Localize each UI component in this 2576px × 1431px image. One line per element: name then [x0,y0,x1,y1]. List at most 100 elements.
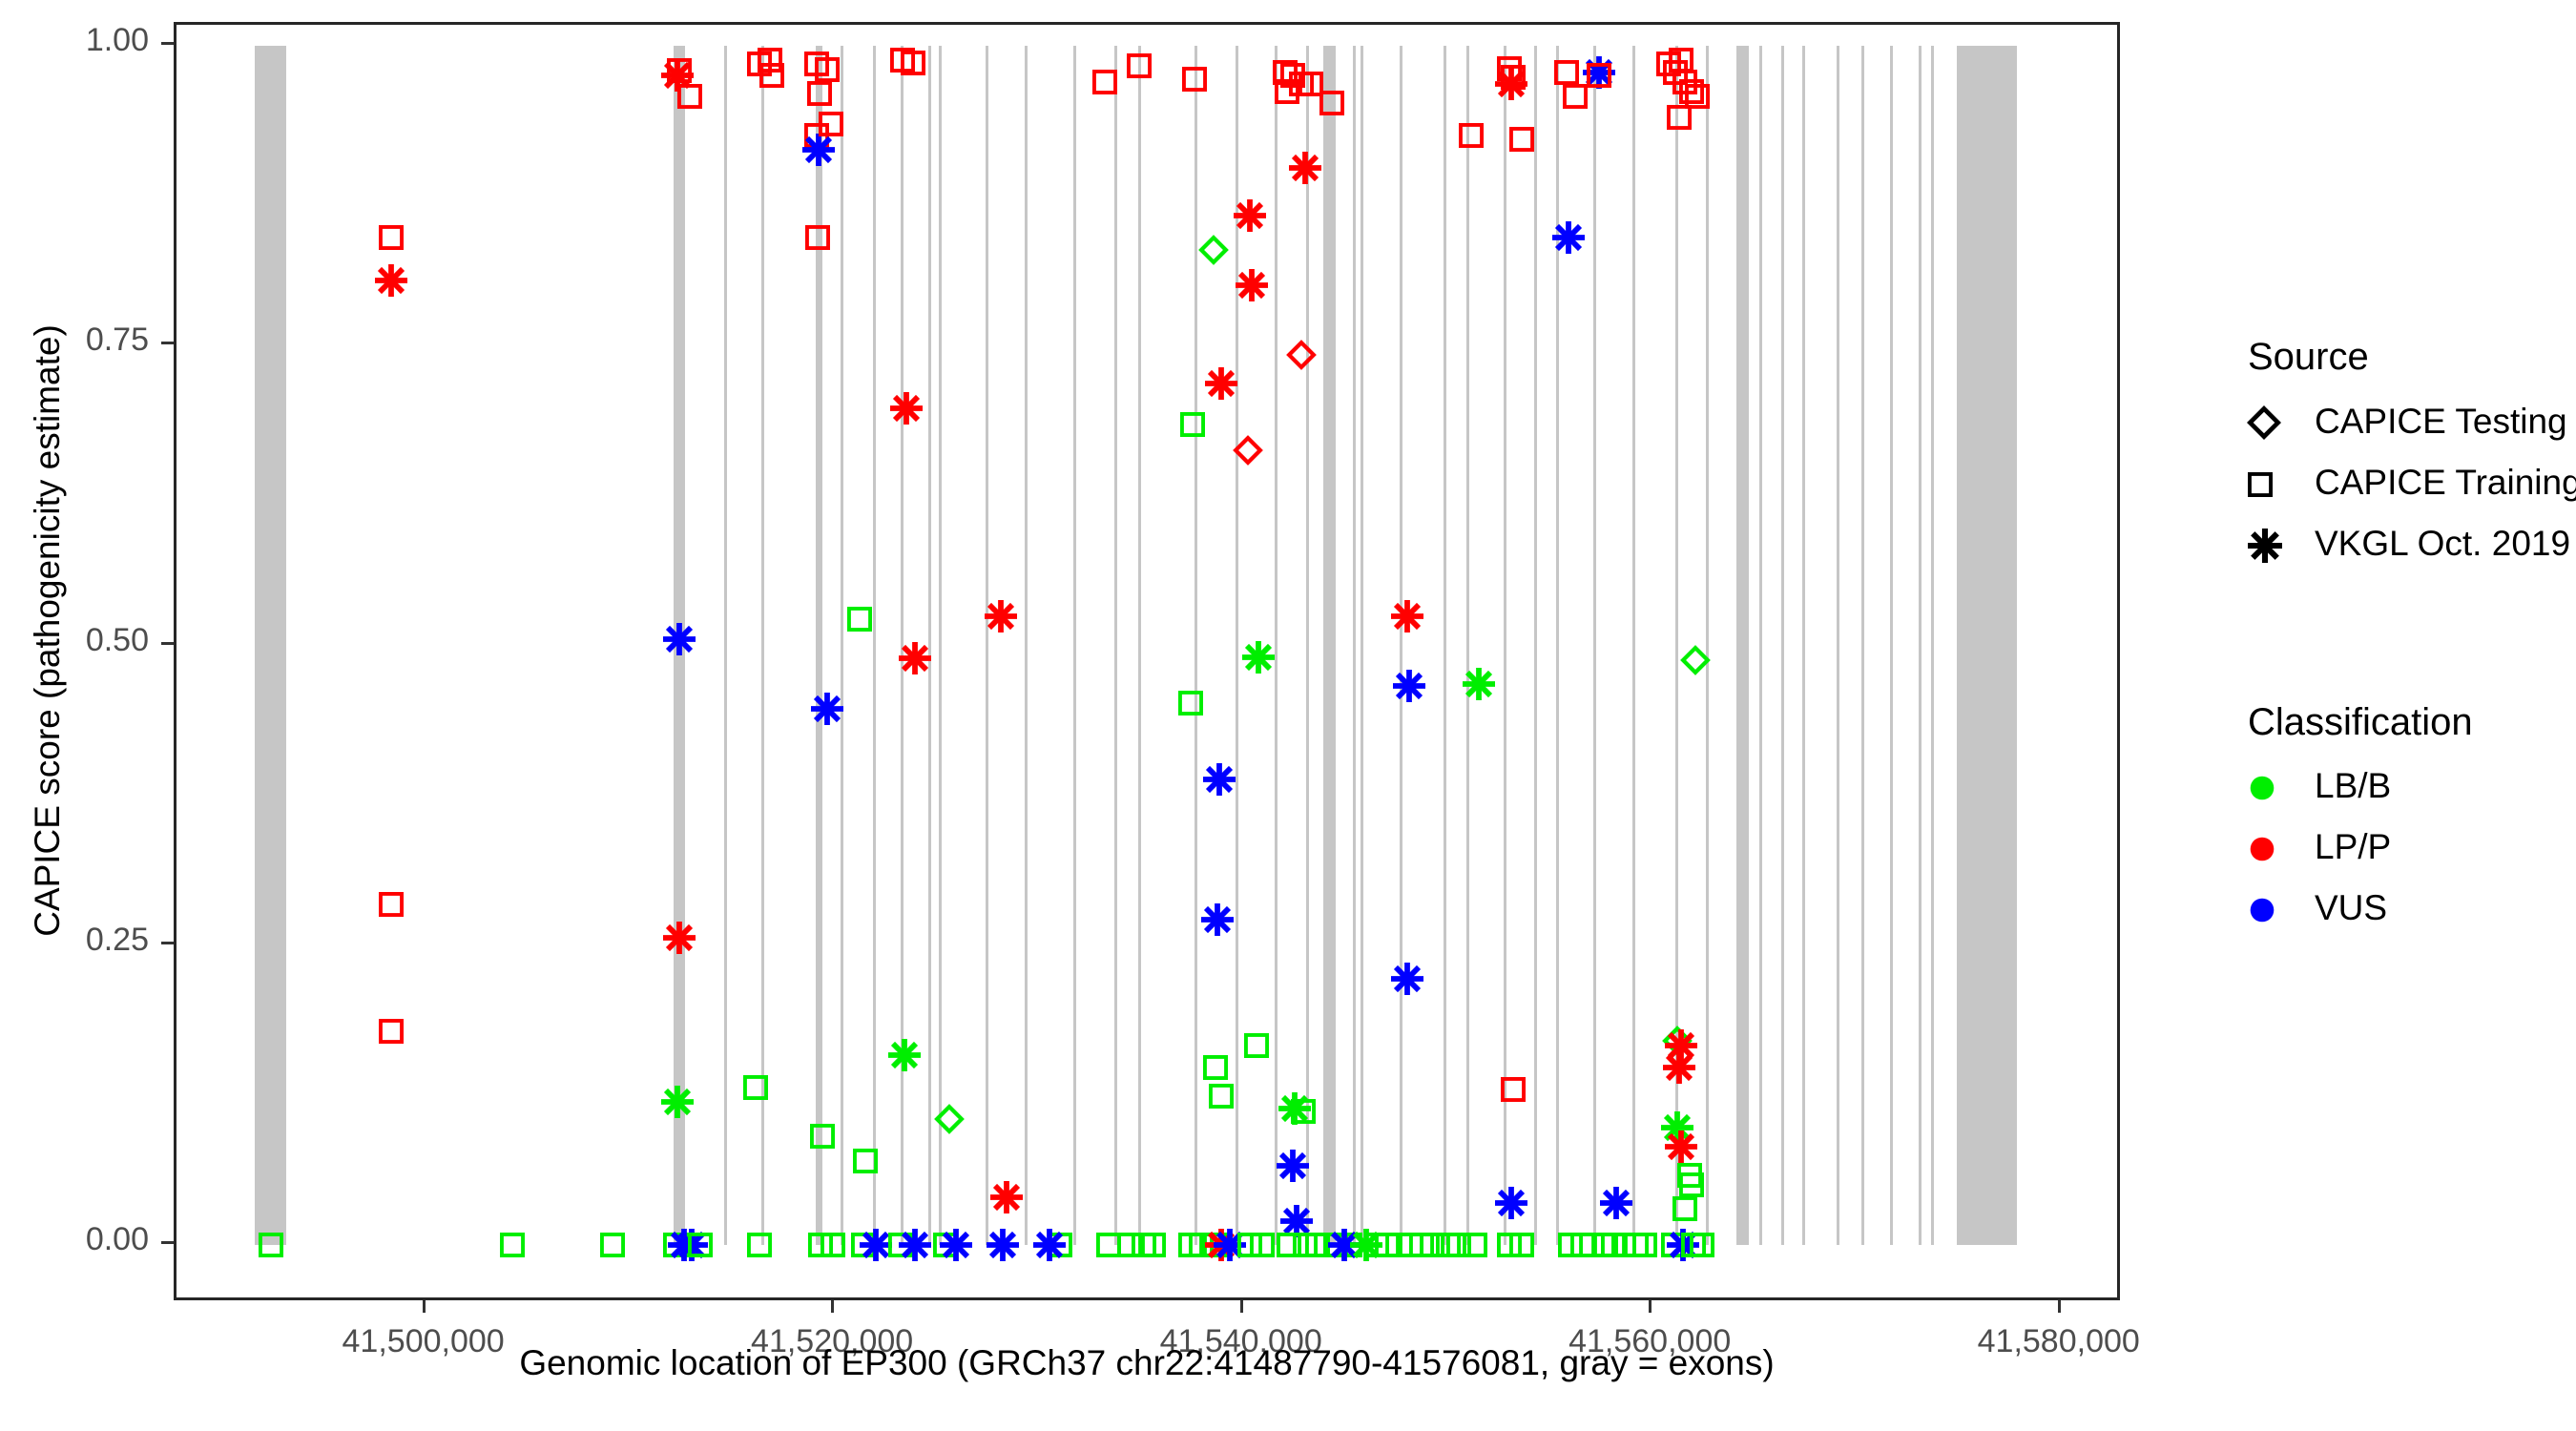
exon-band [1837,46,1840,1245]
data-point-square [1177,690,1203,716]
data-point-asterisk [1205,367,1238,401]
data-point-asterisk [1495,68,1528,101]
data-point-square [1672,1196,1698,1222]
data-point-asterisk [1236,269,1269,302]
legend-asterisk-icon [2248,521,2297,578]
exon-band [1072,46,1076,1245]
legend: Source CAPICE Testing CAPICE Training VKGL… [2212,0,2576,1431]
data-point-square [1458,123,1484,149]
exon-band [1889,46,1893,1245]
data-point-asterisk [375,264,408,298]
data-point-square [687,1233,713,1258]
data-point-asterisk [1463,667,1496,700]
data-point-square [818,111,843,136]
data-point-diamond [1233,434,1263,466]
exon-band [1466,46,1470,1245]
exon-band [1860,46,1864,1245]
legend-title-source: Source [2248,336,2369,378]
legend-item-label: CAPICE Testing [2315,402,2567,441]
exon-band [1781,46,1785,1245]
data-point-asterisk [1391,962,1424,995]
data-point-square [1570,1233,1596,1258]
data-point-square [757,48,782,73]
x-axis-tick-mark [422,1300,426,1313]
data-point-square [1127,53,1153,79]
x-axis-tick-mark [1239,1300,1243,1313]
data-point-asterisk [898,1229,931,1261]
legend-square-icon [2248,460,2297,522]
data-point-square [1319,91,1344,116]
data-point-square [742,1075,768,1101]
data-point-square [1298,72,1324,97]
data-point-square [846,606,872,632]
y-axis-tick-mark [161,342,174,345]
data-point-square [1290,1099,1316,1125]
data-point-asterisk [663,623,696,656]
y-axis-tick-label: 0.75 [85,321,149,359]
data-point-square [1249,1233,1275,1258]
data-point-square [853,1149,879,1174]
exon-band [1930,46,1934,1245]
exon-band [1593,46,1597,1245]
data-point-square [379,1019,405,1045]
data-point-asterisk [1277,1150,1310,1183]
x-axis-tick-label: 41,580,000 [1977,1323,2140,1359]
data-point-square [599,1233,625,1258]
x-axis-tick-label: 41,560,000 [1568,1323,1732,1359]
exon-band [1025,46,1028,1245]
data-point-asterisk [1660,1110,1693,1144]
data-point-square [758,63,784,89]
x-axis-tick-mark [1649,1300,1652,1313]
data-point-asterisk [890,391,924,425]
exon-band [1236,46,1239,1245]
exon-band [872,46,876,1245]
y-axis-tick-label: 0.50 [85,621,149,658]
plot-panel [174,22,2120,1300]
exon-band [939,46,943,1245]
exon-band [1957,46,2017,1245]
data-point-square [1678,78,1704,104]
data-point-asterisk [1202,763,1236,797]
data-point-square [1685,83,1711,109]
x-axis-tick-label: 41,500,000 [342,1323,505,1359]
data-point-square [1678,1172,1704,1198]
x-axis-title: Genomic location of EP300 (GRCh37 chr22:… [519,1343,1775,1382]
data-point-square [1419,1233,1444,1258]
exon-band [1195,46,1198,1245]
exon-band [1322,46,1337,1245]
y-axis-tick-label: 0.00 [85,1221,149,1257]
data-point-square [1091,69,1117,94]
data-point-asterisk [1552,221,1586,255]
exon-band [841,46,844,1245]
exon-band [1360,46,1363,1245]
exon-band [254,46,286,1245]
data-point-asterisk [898,642,931,675]
plot-area [177,25,2117,1297]
exon-band [1443,46,1446,1245]
legend-color-swatch-icon [2248,885,2297,945]
data-point-asterisk [1280,1204,1314,1237]
x-axis-tick-label: 41,540,000 [1159,1323,1322,1359]
legend-item-label: CAPICE Training [2315,463,2576,502]
x-axis-tick-label: 41,520,000 [751,1323,914,1359]
data-point-square [258,1233,283,1258]
data-point-square [807,81,833,107]
data-point-square [1689,1233,1714,1258]
exon-band [900,46,904,1245]
data-point-diamond [1197,234,1229,265]
data-point-square [1116,1233,1142,1258]
y-axis-tick-label: 0.25 [85,921,149,958]
y-axis-tick-mark [161,1241,174,1244]
data-point-asterisk [887,1039,921,1072]
data-point-asterisk [1665,1130,1698,1163]
data-point-asterisk [1288,152,1321,185]
legend-title-classification: Classification [2248,701,2473,743]
data-point-asterisk [1495,1187,1528,1219]
exon-band [1674,46,1678,1245]
exon-band [1631,46,1635,1245]
data-point-asterisk [663,922,696,955]
data-point-square [1554,59,1580,85]
exon-band [1533,46,1537,1245]
data-point-asterisk [984,600,1017,633]
data-point-asterisk [986,1229,1019,1261]
